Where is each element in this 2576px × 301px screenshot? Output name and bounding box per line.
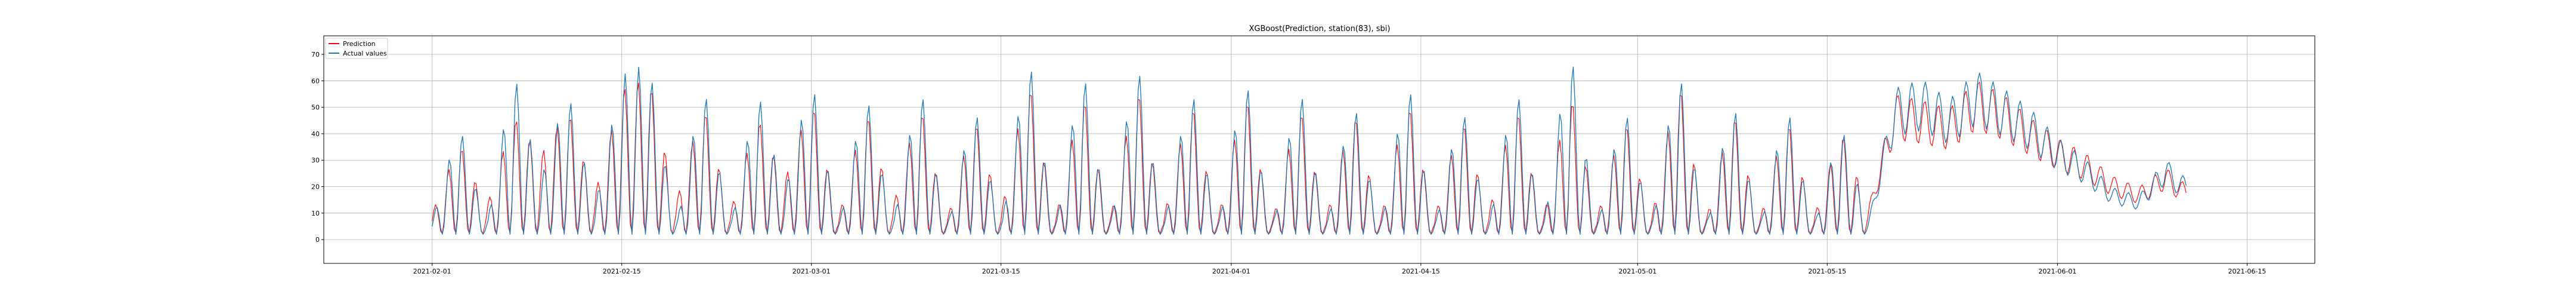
y-tick-label: 10: [311, 210, 320, 217]
legend-box: [325, 38, 388, 59]
y-tick-label: 30: [311, 156, 320, 164]
series-line-actual-values: [432, 66, 2187, 235]
plot-area: 0 10 20 30 40 50 60 70 2021-02-01 2021-02-15 2021-…: [311, 35, 2315, 275]
x-tick-label: 2021-02-01: [413, 268, 451, 275]
y-tick-label: 70: [311, 51, 320, 59]
legend-label-actual: Actual values: [343, 50, 387, 57]
x-tick-label: 2021-02-15: [603, 268, 641, 275]
y-tick-label: 40: [311, 130, 320, 138]
y-tick-label: 60: [311, 77, 320, 85]
x-tick-label: 2021-03-15: [982, 268, 1020, 275]
legend-label-prediction: Prediction: [343, 40, 376, 48]
x-tick-label: 2021-06-01: [2038, 268, 2076, 275]
y-tick-label: 20: [311, 183, 320, 191]
x-tick-label: 2021-06-15: [2228, 268, 2266, 275]
x-tick-label: 2021-05-01: [1618, 268, 1657, 275]
y-tick-label: 50: [311, 104, 320, 112]
axes-frame: [323, 35, 2315, 264]
y-tick-label: 0: [315, 236, 320, 244]
x-tick-label: 2021-03-01: [792, 268, 831, 275]
x-tick-label: 2021-04-15: [1402, 268, 1440, 275]
chart-title: XGBoost(Prediction, station(83), sbi): [1249, 24, 1391, 33]
x-tick-label: 2021-04-01: [1212, 268, 1250, 275]
x-tick-label: 2021-05-15: [1808, 268, 1846, 275]
legend: Prediction Actual values: [325, 38, 388, 59]
